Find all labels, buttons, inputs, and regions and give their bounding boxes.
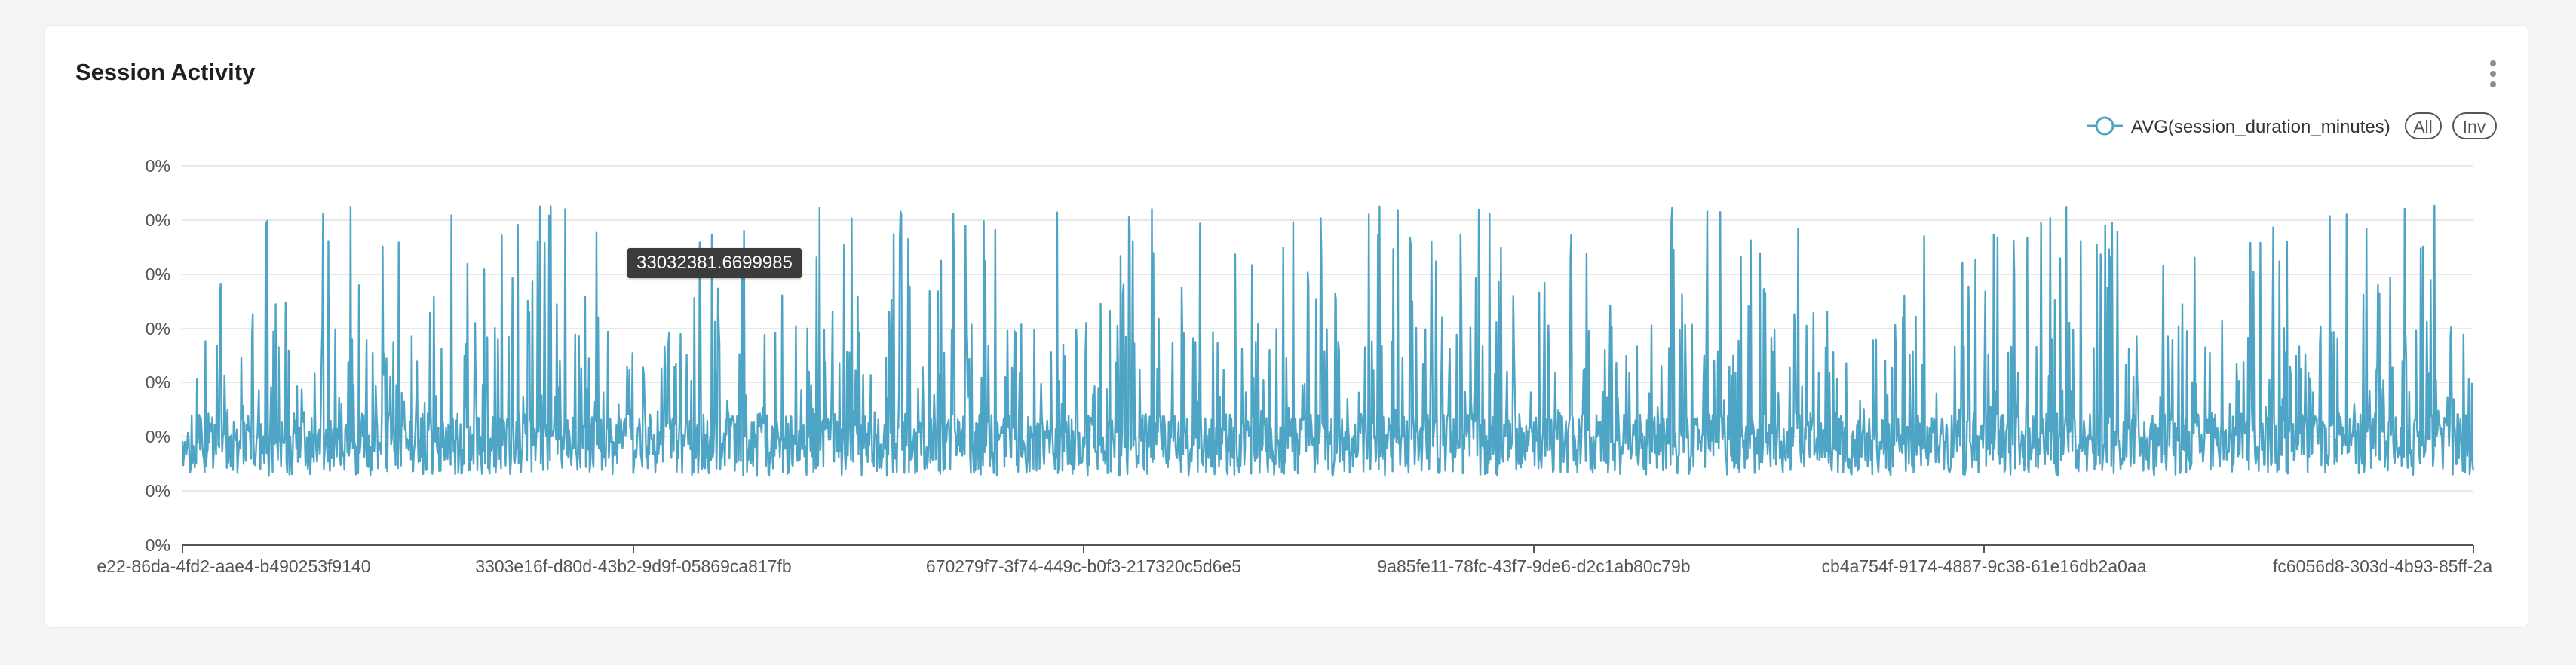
y-tick-label: 0% — [146, 427, 170, 446]
x-tick-label: fc6056d8-303d-4b93-85ff-2a — [2273, 556, 2492, 576]
x-tick-label: 670279f7-3f74-449c-b0f3-217320c5d6e5 — [926, 556, 1241, 576]
legend-series-label[interactable]: AVG(session_duration_minutes) — [2131, 117, 2390, 137]
chart-tooltip: 33032381.6699985 — [627, 248, 802, 278]
x-tick-label: cb4a754f-9174-4887-9c38-61e16db2a0aa — [1822, 556, 2147, 576]
x-axis: e22-86da-4fd2-aae4-b490253f9140 3303e16f-… — [97, 544, 2492, 576]
chart-title: Session Activity — [75, 59, 256, 85]
legend-all-button[interactable] — [2405, 112, 2442, 139]
legend-inv-button[interactable] — [2452, 112, 2497, 139]
chart-legend: AVG(session_duration_minutes) All Inv — [2087, 112, 2497, 139]
legend-inv-label[interactable]: Inv — [2463, 117, 2486, 136]
y-axis-ticks: 0% 0% 0% 0% 0% 0% 0% 0% — [146, 156, 170, 555]
legend-all-label[interactable]: All — [2413, 117, 2433, 136]
y-tick-label: 0% — [146, 319, 170, 339]
x-tick-label: e22-86da-4fd2-aae4-b490253f9140 — [97, 556, 370, 576]
series-avg-session-duration — [181, 204, 2475, 477]
y-tick-label: 0% — [146, 210, 170, 230]
y-tick-label: 0% — [146, 372, 170, 392]
x-tick-label: 9a85fe11-78fc-43f7-9de6-d2c1ab80c79b — [1377, 556, 1690, 576]
y-tick-label: 0% — [146, 535, 170, 555]
y-tick-label: 0% — [146, 156, 170, 176]
legend-series-marker — [2095, 116, 2114, 136]
x-tick-label: 3303e16f-d80d-43b2-9d9f-05869ca817fb — [475, 556, 791, 576]
y-tick-label: 0% — [146, 481, 170, 501]
series-line[interactable] — [181, 204, 2475, 477]
more-options-icon[interactable] — [2481, 59, 2504, 89]
y-tick-label: 0% — [146, 265, 170, 284]
